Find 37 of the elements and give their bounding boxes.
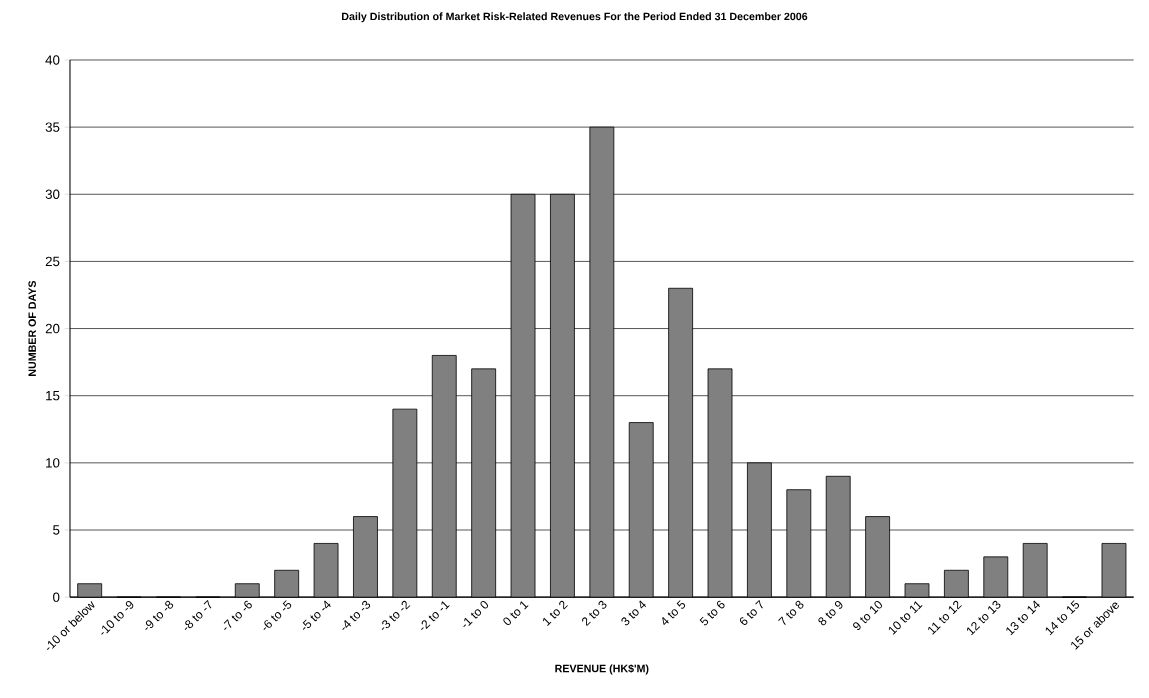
- x-tick-label: 11 to 12: [928, 600, 962, 635]
- x-tick-label: -2 to -1: [421, 601, 450, 630]
- x-tick-label: -1 to 0: [463, 600, 489, 627]
- x-tick-label: -7 to -6: [223, 600, 252, 630]
- x-tick-label: -8 to -7: [184, 599, 212, 630]
- y-tick-label: 35: [45, 122, 60, 132]
- x-tick-label: -10 to -9: [101, 600, 134, 635]
- y-tick-label: 40: [45, 55, 60, 65]
- x-tick-label: -5 to -4: [302, 600, 331, 630]
- x-tick-label: 10 to 11: [888, 601, 923, 635]
- x-tick-label: -6 to -5: [263, 600, 292, 630]
- x-axis-title: REVENUE (HK$'M): [555, 664, 649, 675]
- x-tick-label: 8 to 9: [818, 600, 843, 626]
- chart-title: Daily Distribution of Market Risk-Related Revenues For the Period Ended 31 December 2006: [342, 12, 808, 23]
- x-tick-label: 14 to 15: [1045, 599, 1080, 636]
- y-tick-label: 15: [46, 390, 60, 401]
- x-tick-label: 12 to 13: [966, 600, 1001, 636]
- y-tick-label: 5: [53, 525, 60, 535]
- x-tick-label: 9 to 10: [853, 600, 883, 630]
- x-tick-label: 1 to 2: [543, 600, 568, 626]
- y-tick-label: 10: [46, 457, 60, 468]
- x-tick-label: 7 to 8: [778, 600, 804, 625]
- x-tick-label: -9 to -8: [145, 600, 174, 630]
- x-tick-label: -4 to -3: [342, 600, 371, 630]
- x-tick-label: 13 to 14: [1006, 600, 1041, 636]
- x-tick-label: -3 to -2: [381, 600, 411, 630]
- y-tick-label: 30: [45, 189, 60, 199]
- x-tick-label: 2 to 3: [582, 600, 607, 626]
- y-tick-label: 0: [53, 592, 60, 602]
- x-tick-label: 3 to 4: [621, 600, 647, 626]
- x-tick-label: 4 to 5: [662, 599, 686, 625]
- x-tick-label: 5 to 6: [699, 600, 725, 626]
- y-axis-title: NUMBER OF DAYS: [28, 280, 36, 376]
- y-tick-label: 25: [45, 256, 60, 266]
- y-tick-label: 20: [45, 323, 60, 334]
- x-tick-label: 6 to 7: [739, 599, 763, 625]
- x-tick-label: 0 to 1: [503, 601, 529, 625]
